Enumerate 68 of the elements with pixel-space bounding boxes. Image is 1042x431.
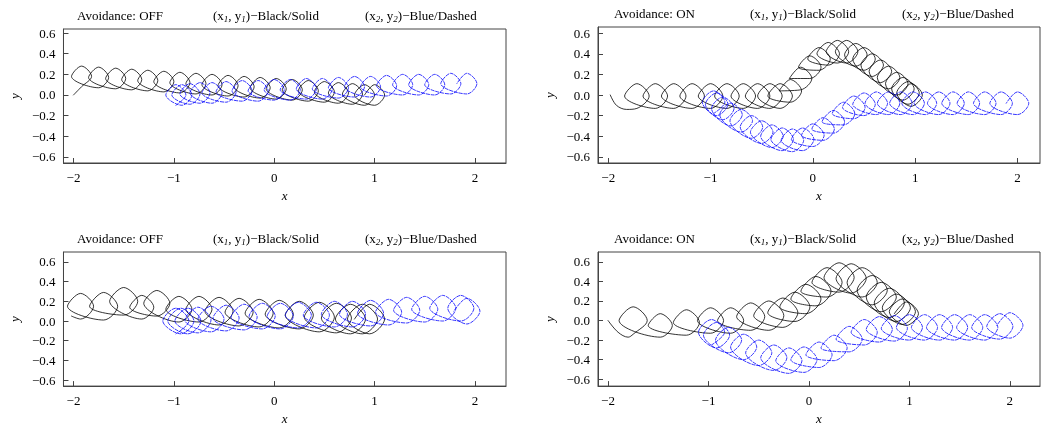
- chart-title: Avoidance: OFF: [77, 231, 164, 246]
- x-tick-label: −1: [703, 170, 718, 185]
- x-tick-label: −1: [166, 393, 181, 409]
- x-tick-label: −1: [701, 393, 716, 409]
- y-axis-title: y: [7, 92, 22, 101]
- chart-title: Avoidance: OFF: [77, 8, 164, 23]
- x-axis-title: x: [815, 187, 823, 203]
- y-tick-label: 0.2: [573, 66, 590, 82]
- y-tick-label: 0.2: [39, 66, 56, 82]
- line-series: [701, 90, 1030, 153]
- line-series: [698, 312, 1024, 374]
- x-tick-label: 2: [471, 170, 479, 185]
- line-series: [607, 262, 919, 338]
- y-tick-label: 0.4: [573, 46, 591, 62]
- y-tick-label: −0.4: [566, 128, 591, 144]
- x-axis-title: x: [280, 187, 288, 203]
- line-series: [165, 72, 478, 106]
- x-tick-label: 0: [809, 170, 817, 185]
- x-axis-title: x: [815, 411, 823, 426]
- y-tick-label: −0.4: [31, 128, 56, 144]
- x-tick-label: 0: [270, 170, 278, 185]
- y-tick-label: −0.4: [566, 352, 591, 368]
- x-tick-label: −2: [66, 393, 81, 409]
- x-tick-label: 1: [371, 170, 378, 185]
- y-tick-label: −0.2: [566, 332, 590, 348]
- x-tick-label: −2: [601, 170, 616, 185]
- y-tick-label: −0.6: [566, 371, 591, 387]
- y-tick-label: 0.2: [573, 293, 590, 309]
- chart-title: Avoidance: ON: [614, 6, 696, 21]
- line-series: [162, 294, 481, 335]
- y-tick-label: −0.2: [31, 333, 56, 349]
- y-tick-label: 0.6: [39, 254, 56, 270]
- y-axis-title: y: [541, 315, 557, 324]
- x-tick-label: 0: [805, 393, 813, 409]
- x-tick-label: 0: [270, 393, 278, 409]
- y-tick-label: 0.2: [39, 293, 56, 309]
- y-tick-label: 0.0: [39, 313, 56, 329]
- line-series: [609, 39, 923, 110]
- y-tick-label: −0.6: [31, 372, 56, 388]
- y-tick-label: 0.0: [39, 87, 56, 103]
- y-tick-label: 0.4: [39, 46, 56, 62]
- y-tick-label: 0.0: [573, 87, 590, 103]
- x-tick-label: 1: [911, 170, 919, 185]
- y-tick-label: 0.6: [573, 25, 591, 41]
- x-tick-label: −2: [66, 170, 81, 185]
- chart-title: Avoidance: ON: [614, 231, 696, 246]
- y-tick-label: −0.2: [31, 108, 56, 124]
- y-axis-title: y: [541, 91, 557, 100]
- x-tick-label: 2: [1006, 393, 1014, 409]
- y-tick-label: −0.2: [566, 108, 590, 124]
- y-tick-label: −0.6: [31, 149, 56, 165]
- line-series: [71, 65, 385, 106]
- y-tick-label: 0.4: [573, 273, 591, 289]
- line-series: [67, 287, 385, 335]
- y-tick-label: −0.6: [566, 149, 591, 165]
- y-tick-label: 0.0: [573, 313, 590, 329]
- x-axis-title: x: [280, 411, 288, 426]
- x-tick-label: 1: [371, 393, 378, 409]
- x-tick-label: −1: [166, 170, 181, 185]
- x-tick-label: 2: [471, 393, 479, 409]
- x-tick-label: 1: [906, 393, 913, 409]
- y-tick-label: 0.6: [573, 254, 591, 270]
- y-tick-label: −0.4: [31, 352, 56, 368]
- y-axis-title: y: [7, 315, 22, 324]
- y-tick-label: 0.4: [39, 274, 56, 290]
- x-tick-label: 2: [1014, 170, 1021, 185]
- x-tick-label: −2: [601, 393, 615, 409]
- y-tick-label: 0.6: [39, 25, 56, 41]
